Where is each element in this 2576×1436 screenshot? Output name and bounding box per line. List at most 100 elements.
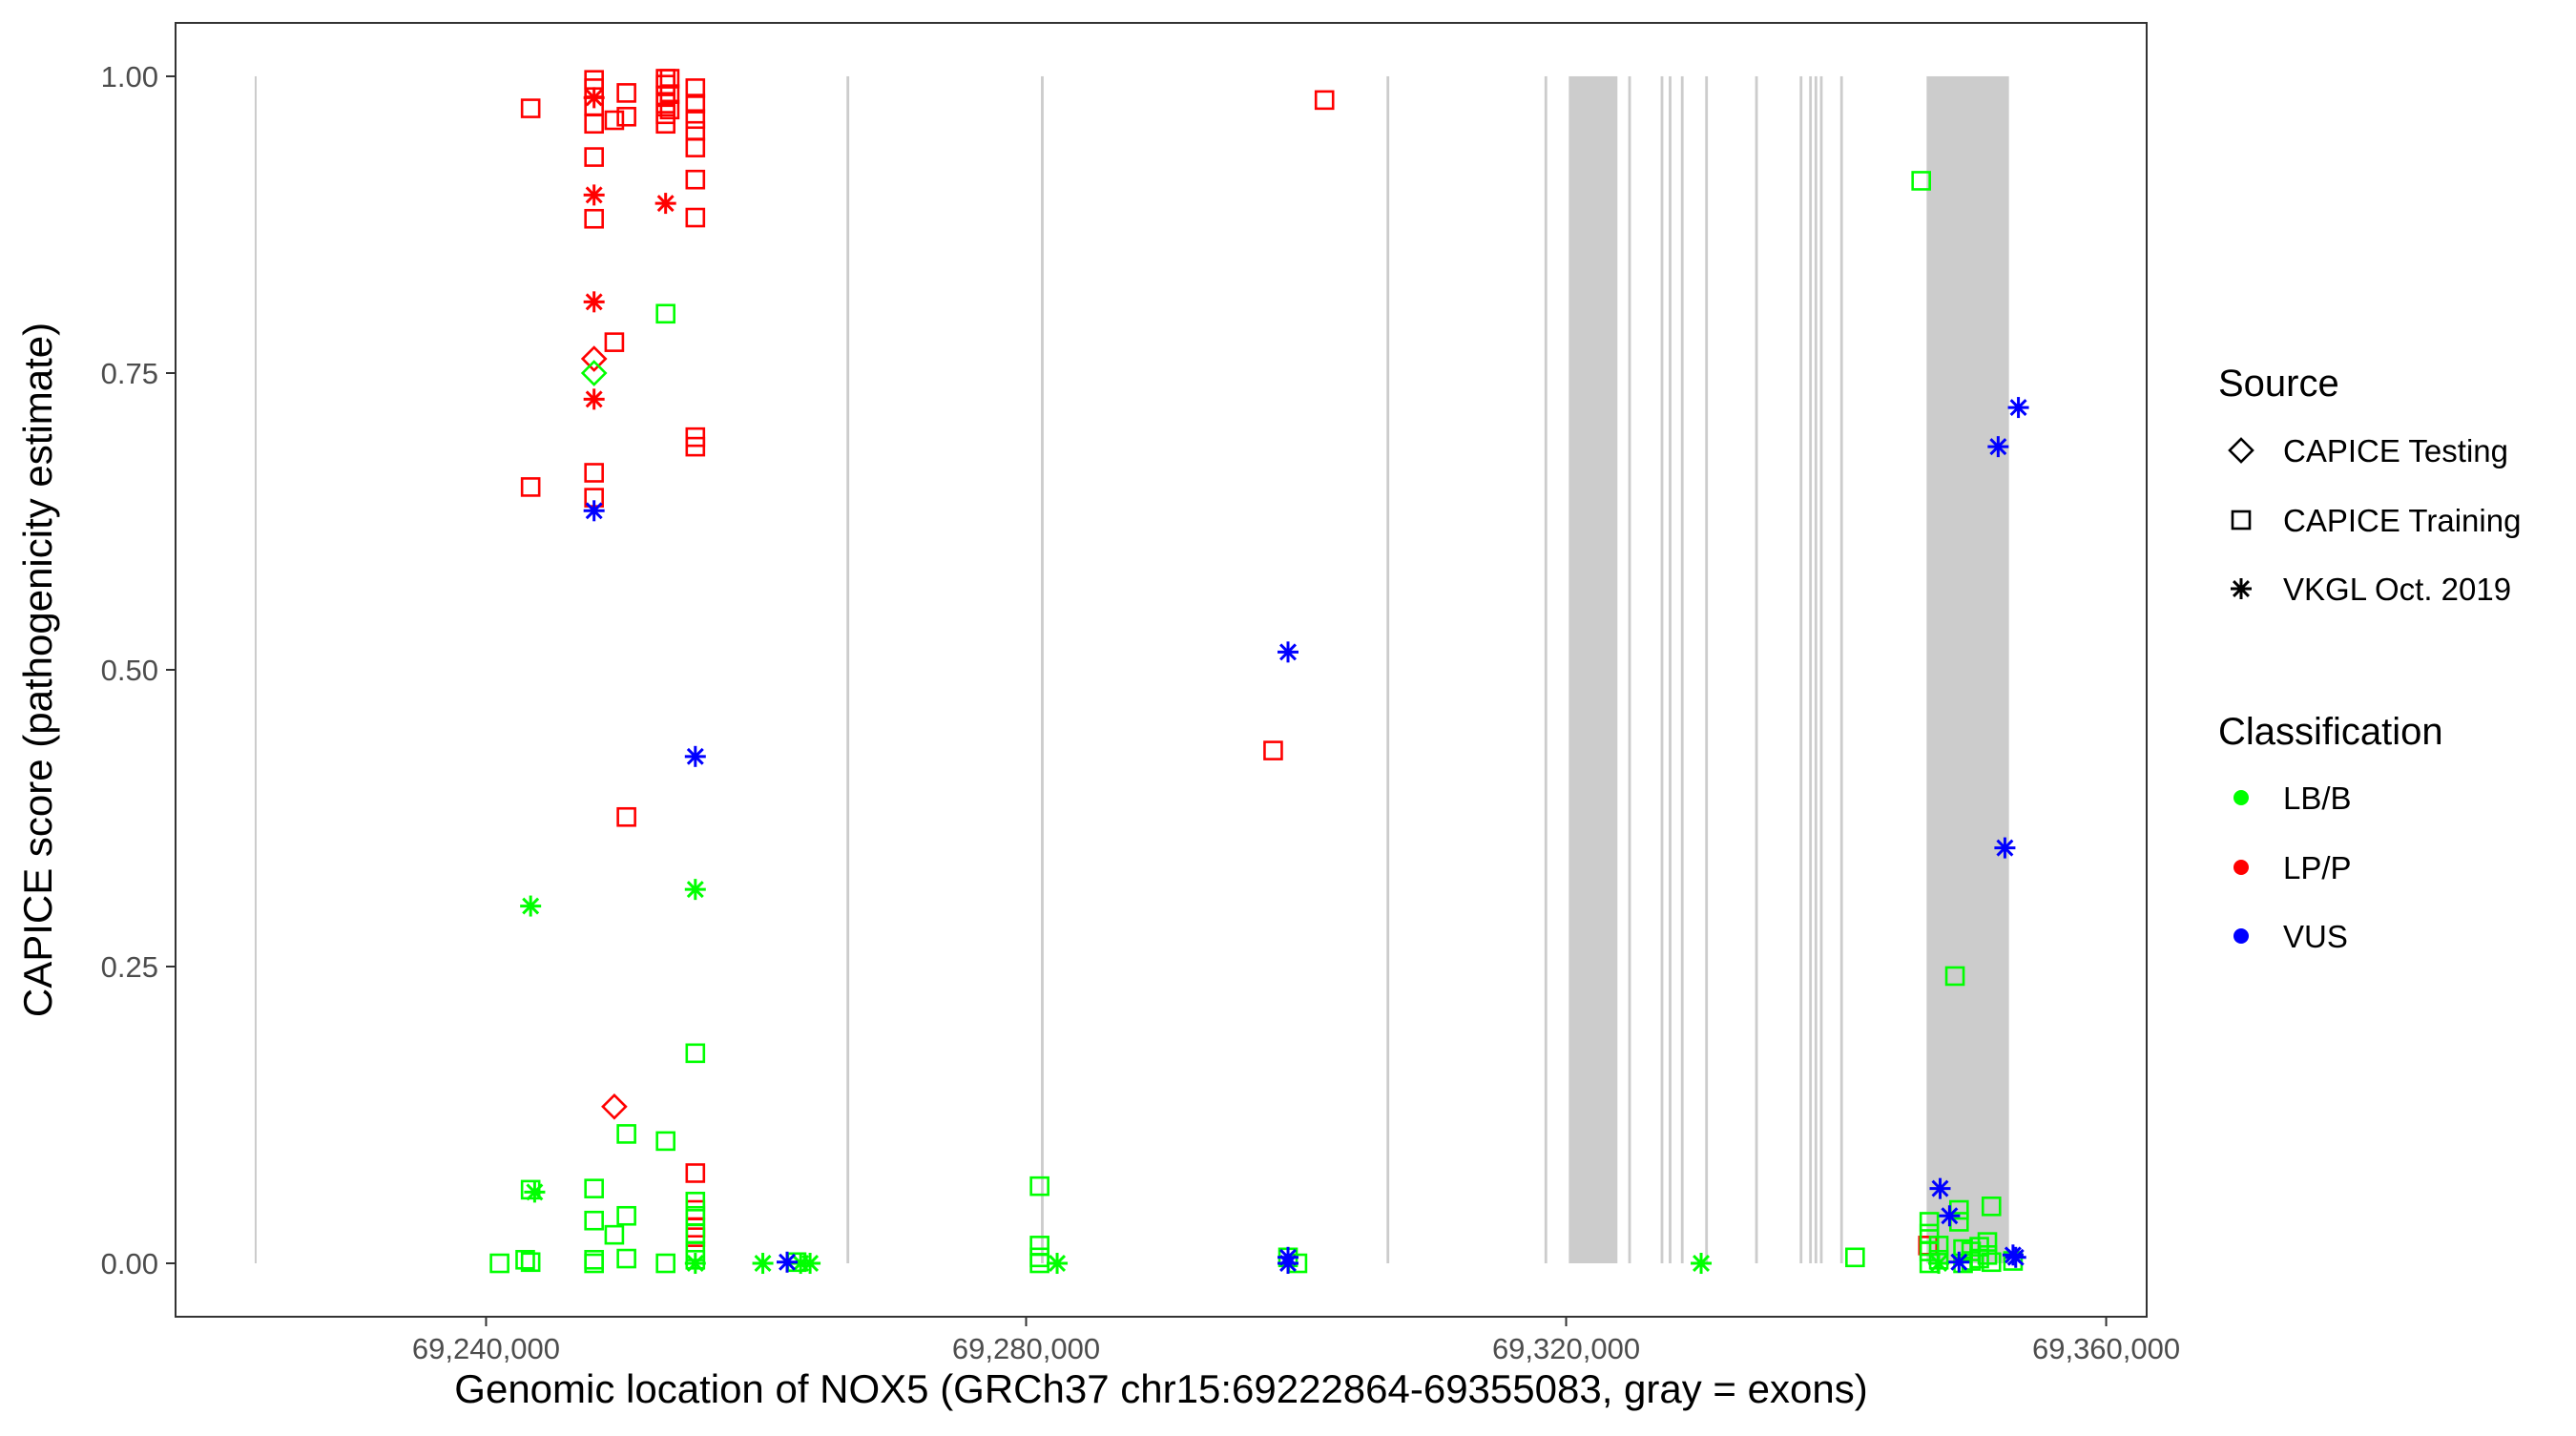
legend-source-label: CAPICE Testing (2283, 433, 2508, 468)
y-tick-label: 0.00 (101, 1247, 158, 1280)
x-axis-title: Genomic location of NOX5 (GRCh37 chr15:6… (454, 1366, 1867, 1411)
exon-band (1544, 75, 1548, 1264)
data-point (1929, 1177, 1951, 1199)
y-axis-title: CAPICE score (pathogenicity estimate) (15, 323, 60, 1017)
data-point (584, 463, 604, 483)
legend-classification-label: LP/P (2283, 850, 2352, 885)
data-point (1029, 1176, 1049, 1197)
data-point (616, 1248, 636, 1269)
data-point (1314, 90, 1335, 111)
data-point (584, 147, 604, 167)
data-point (524, 1181, 546, 1203)
x-tick-label: 69,240,000 (412, 1332, 560, 1365)
exon-band (1669, 75, 1672, 1264)
exon-band (1819, 75, 1823, 1264)
exon-band (254, 75, 257, 1264)
data-point (800, 1253, 821, 1275)
data-point (659, 84, 680, 104)
y-tick-label: 0.50 (101, 654, 158, 687)
data-point (604, 110, 625, 131)
legend-source-key (2231, 578, 2252, 599)
data-point (1845, 1247, 1865, 1268)
legend: Source Classification CAPICE Testing CAPI… (2218, 363, 2521, 954)
legend-source-key (2228, 437, 2254, 464)
data-point (489, 1253, 509, 1274)
data-point (580, 345, 608, 372)
data-point (584, 1253, 604, 1274)
legend-classification-label: LB/B (2283, 780, 2352, 816)
data-point (1948, 1251, 1970, 1273)
data-point (685, 1163, 706, 1183)
x-tick-label: 69,360,000 (2032, 1332, 2180, 1365)
data-point (685, 1192, 706, 1212)
data-point (2007, 397, 2029, 419)
data-point (1987, 436, 2009, 458)
data-point (1263, 740, 1283, 760)
data-point (1994, 837, 2016, 859)
data-point (655, 303, 675, 324)
data-point (520, 98, 541, 118)
data-point (584, 114, 604, 135)
data-point (1928, 1253, 1950, 1275)
data-point (2005, 1246, 2026, 1268)
exon-band (1705, 75, 1709, 1264)
data-point (1981, 1197, 2002, 1217)
data-point (515, 1249, 535, 1270)
data-point (583, 291, 605, 313)
legend-source-title: Source (2218, 363, 2339, 405)
data-point (1977, 1232, 1998, 1252)
y-tick-label: 1.00 (101, 60, 158, 94)
legend-source-key (2231, 510, 2252, 531)
data-point (1919, 1212, 1940, 1232)
data-point (584, 1178, 604, 1198)
data-point (655, 1253, 675, 1274)
y-axis: 0.00 0.25 0.50 0.75 1.00 (101, 60, 176, 1280)
legend-classification-key (2233, 928, 2249, 944)
data-point (684, 745, 706, 767)
data-point (1944, 966, 1965, 987)
data-point (684, 1253, 706, 1275)
legend-classification-key (2233, 860, 2249, 875)
data-point (655, 114, 675, 135)
data-point (616, 106, 636, 127)
exon-band (1041, 75, 1044, 1264)
data-point (685, 436, 706, 457)
exon-band (1755, 75, 1758, 1264)
exon-band (1926, 75, 2009, 1264)
exon-band (1839, 75, 1843, 1264)
data-point (777, 1251, 799, 1273)
data-point (583, 184, 605, 206)
data-point (616, 1205, 636, 1226)
exon-layer (254, 75, 2009, 1264)
data-point (685, 109, 706, 130)
data-point (616, 806, 636, 827)
data-point (580, 360, 608, 386)
data-point (655, 1131, 675, 1152)
data-point (583, 388, 605, 410)
data-point (685, 169, 706, 190)
data-point (604, 1224, 625, 1245)
x-tick-label: 69,280,000 (952, 1332, 1100, 1365)
data-point (583, 500, 605, 522)
exon-band (846, 75, 850, 1264)
plot-background (176, 23, 2147, 1317)
data-point (1278, 641, 1299, 663)
exon-band (1680, 75, 1684, 1264)
exon-band (1660, 75, 1664, 1264)
legend-source-label: CAPICE Training (2283, 503, 2521, 538)
data-point (1939, 1205, 1961, 1227)
points-layer (489, 69, 2029, 1275)
data-point (616, 83, 636, 103)
exon-band (1568, 75, 1618, 1264)
data-point (601, 1093, 628, 1120)
data-point (1047, 1253, 1069, 1275)
exon-band (1814, 75, 1818, 1264)
data-point (685, 94, 706, 114)
data-point (583, 87, 605, 109)
data-point (685, 137, 706, 157)
data-point (584, 208, 604, 229)
data-point (685, 207, 706, 228)
y-tick-label: 0.25 (101, 950, 158, 984)
data-point (616, 1124, 636, 1144)
